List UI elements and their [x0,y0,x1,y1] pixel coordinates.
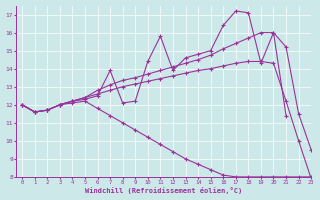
X-axis label: Windchill (Refroidissement éolien,°C): Windchill (Refroidissement éolien,°C) [85,187,242,194]
